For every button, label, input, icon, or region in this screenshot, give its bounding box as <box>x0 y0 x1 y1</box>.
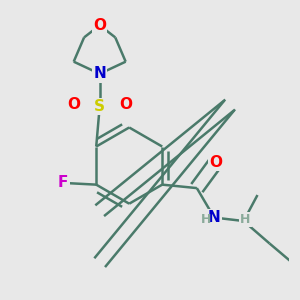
Text: H: H <box>240 214 250 226</box>
Text: O: O <box>67 98 80 112</box>
Text: O: O <box>119 98 132 112</box>
Text: N: N <box>208 210 220 225</box>
Text: S: S <box>94 99 105 114</box>
Text: N: N <box>93 66 106 81</box>
Text: O: O <box>209 154 222 169</box>
Text: O: O <box>93 18 106 33</box>
Text: F: F <box>58 176 68 190</box>
Text: H: H <box>201 213 212 226</box>
